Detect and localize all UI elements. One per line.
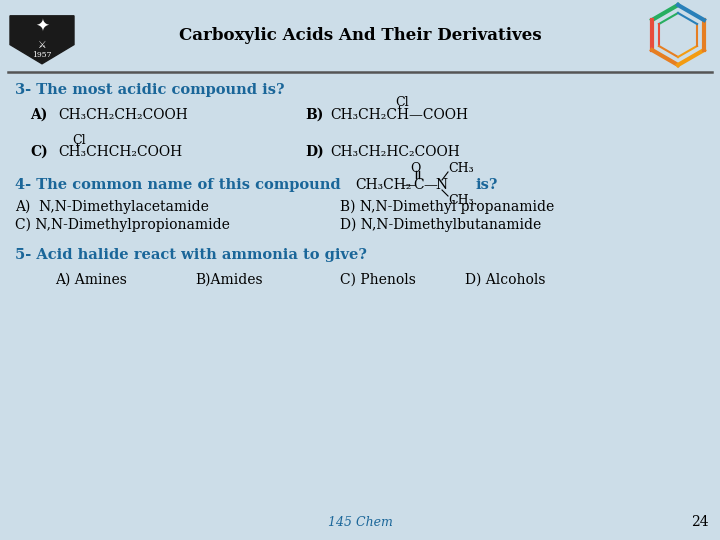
Text: C): C) [30,145,48,159]
Text: CH₃CH₂: CH₃CH₂ [355,178,411,192]
Text: N: N [435,178,447,192]
Text: B): B) [305,108,323,122]
Text: B) N,N-Dimethyl propanamide: B) N,N-Dimethyl propanamide [340,200,554,214]
Text: 24: 24 [691,515,708,529]
Text: Cl: Cl [395,96,409,109]
Text: Cl: Cl [72,133,86,146]
Text: C) N,N-Dimethylpropionamide: C) N,N-Dimethylpropionamide [15,218,230,232]
Text: D): D) [305,145,324,159]
Text: A)  N,N-Dimethylacetamide: A) N,N-Dimethylacetamide [15,200,209,214]
Text: CH₃CH₂CH₂COOH: CH₃CH₂CH₂COOH [58,108,188,122]
Text: ✦: ✦ [35,18,49,36]
Text: A) Amines: A) Amines [55,273,127,287]
Text: D) N,N-Dimethylbutanamide: D) N,N-Dimethylbutanamide [340,218,541,232]
Text: CH₃CH₂CH—COOH: CH₃CH₂CH—COOH [330,108,468,122]
Text: 145 Chem: 145 Chem [328,516,392,529]
Text: —: — [401,178,415,192]
Text: O: O [410,161,420,174]
Text: 3- The most acidic compound is?: 3- The most acidic compound is? [15,83,284,97]
Text: 5- Acid halide react with ammonia to give?: 5- Acid halide react with ammonia to giv… [15,248,367,262]
Text: C: C [413,178,423,192]
Text: 1957: 1957 [32,51,52,59]
Text: ⚔: ⚔ [37,40,46,50]
Text: is?: is? [475,178,498,192]
Text: D) Alcohols: D) Alcohols [465,273,546,287]
Text: 4- The common name of this compound: 4- The common name of this compound [15,178,341,192]
Text: B)Amides: B)Amides [195,273,263,287]
Text: C) Phenols: C) Phenols [340,273,416,287]
Polygon shape [10,16,74,64]
Text: Carboxylic Acids And Their Derivatives: Carboxylic Acids And Their Derivatives [179,26,541,44]
Text: —: — [423,178,437,192]
Text: CH₃CH₂HC₂COOH: CH₃CH₂HC₂COOH [330,145,460,159]
Text: CH₃CHCH₂COOH: CH₃CHCH₂COOH [58,145,182,159]
Text: A): A) [30,108,48,122]
Text: CH₃: CH₃ [448,161,474,174]
Text: CH₃: CH₃ [448,193,474,206]
